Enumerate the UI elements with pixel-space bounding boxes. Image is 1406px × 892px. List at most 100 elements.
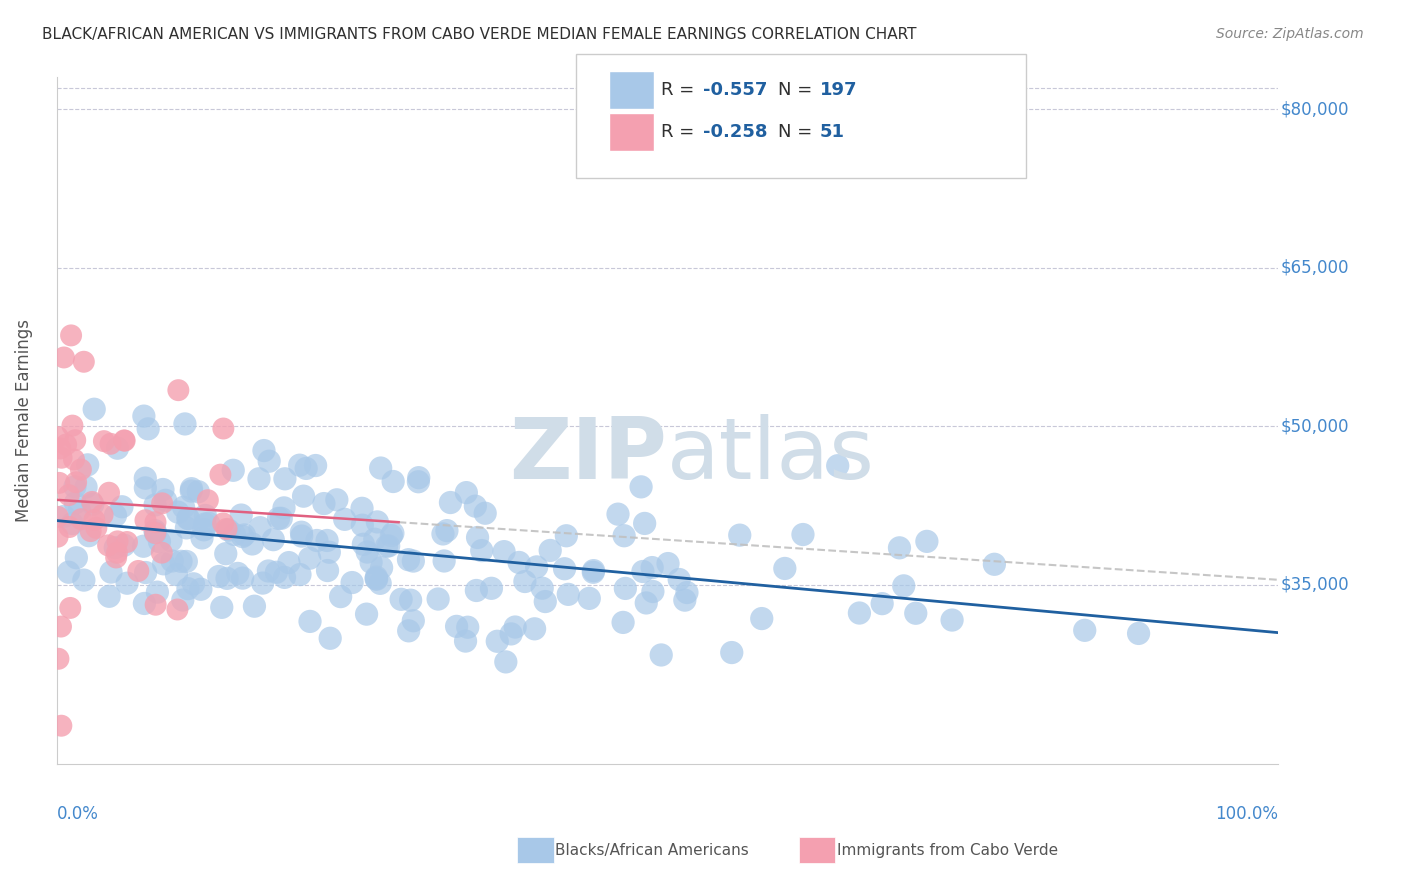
- Point: [304, 458, 326, 473]
- Point: [634, 516, 657, 531]
- Point: [115, 576, 138, 591]
- Point: [63, 452, 86, 467]
- Point: [100, 565, 122, 579]
- Point: [456, 485, 478, 500]
- Point: [176, 521, 198, 535]
- Point: [209, 467, 232, 482]
- Point: [630, 480, 652, 494]
- Point: [352, 518, 374, 533]
- Point: [432, 527, 454, 541]
- Point: [266, 566, 288, 580]
- Point: [82, 497, 104, 511]
- Point: [170, 554, 193, 568]
- Point: [368, 576, 391, 591]
- Point: [366, 570, 388, 584]
- Point: [827, 458, 849, 473]
- Point: [173, 500, 195, 515]
- Point: [613, 529, 636, 543]
- Point: [112, 434, 135, 448]
- Text: N =: N =: [778, 81, 817, 99]
- Point: [132, 539, 155, 553]
- Point: [668, 573, 690, 587]
- Point: [380, 528, 402, 542]
- Point: [143, 498, 166, 512]
- Point: [614, 582, 637, 596]
- Point: [481, 582, 503, 596]
- Point: [288, 567, 311, 582]
- Point: [319, 632, 342, 646]
- Point: [65, 475, 87, 490]
- Point: [398, 624, 420, 638]
- Point: [751, 611, 773, 625]
- Point: [60, 328, 83, 343]
- Point: [211, 600, 233, 615]
- Point: [100, 437, 122, 451]
- Point: [364, 572, 387, 586]
- Point: [893, 579, 915, 593]
- Point: [194, 516, 217, 531]
- Point: [145, 598, 167, 612]
- Point: [538, 543, 561, 558]
- Point: [465, 583, 488, 598]
- Point: [146, 585, 169, 599]
- Point: [167, 383, 190, 397]
- Point: [55, 437, 77, 451]
- Point: [508, 556, 530, 570]
- Point: [180, 484, 202, 499]
- Point: [134, 471, 156, 485]
- Point: [143, 524, 166, 538]
- Point: [105, 546, 128, 560]
- Point: [375, 539, 398, 553]
- Point: [136, 422, 159, 436]
- Point: [889, 541, 911, 555]
- Text: Source: ZipAtlas.com: Source: ZipAtlas.com: [1216, 27, 1364, 41]
- Point: [318, 545, 340, 559]
- Point: [402, 614, 425, 628]
- Point: [150, 496, 173, 510]
- Point: [49, 619, 72, 633]
- Point: [53, 509, 76, 524]
- Point: [631, 565, 654, 579]
- Point: [578, 591, 600, 606]
- Point: [364, 532, 387, 546]
- Point: [257, 454, 280, 468]
- Point: [59, 601, 82, 615]
- Text: ZIP: ZIP: [509, 414, 668, 497]
- Text: -0.258: -0.258: [703, 123, 768, 141]
- Point: [657, 557, 679, 571]
- Point: [408, 471, 430, 485]
- Point: [252, 576, 274, 591]
- Point: [83, 513, 105, 527]
- Point: [51, 450, 73, 465]
- Point: [115, 535, 138, 549]
- Point: [636, 596, 658, 610]
- Text: N =: N =: [778, 123, 817, 141]
- Text: 51: 51: [820, 123, 845, 141]
- Point: [240, 537, 263, 551]
- Point: [1128, 626, 1150, 640]
- Point: [773, 561, 796, 575]
- Point: [63, 480, 86, 494]
- Point: [222, 463, 245, 477]
- Point: [464, 499, 486, 513]
- Point: [360, 555, 382, 569]
- Point: [150, 546, 173, 560]
- Point: [298, 551, 321, 566]
- Point: [152, 557, 174, 571]
- Point: [352, 537, 374, 551]
- Point: [197, 516, 219, 531]
- Point: [454, 634, 477, 648]
- Point: [194, 508, 217, 523]
- Point: [792, 527, 814, 541]
- Point: [190, 582, 212, 597]
- Point: [65, 496, 87, 510]
- Text: $65,000: $65,000: [1281, 259, 1348, 277]
- Point: [52, 351, 75, 365]
- Point: [70, 512, 93, 526]
- Point: [212, 516, 235, 531]
- Point: [134, 513, 156, 527]
- Point: [166, 602, 188, 616]
- Point: [474, 506, 496, 520]
- Point: [93, 434, 115, 449]
- Point: [233, 528, 256, 542]
